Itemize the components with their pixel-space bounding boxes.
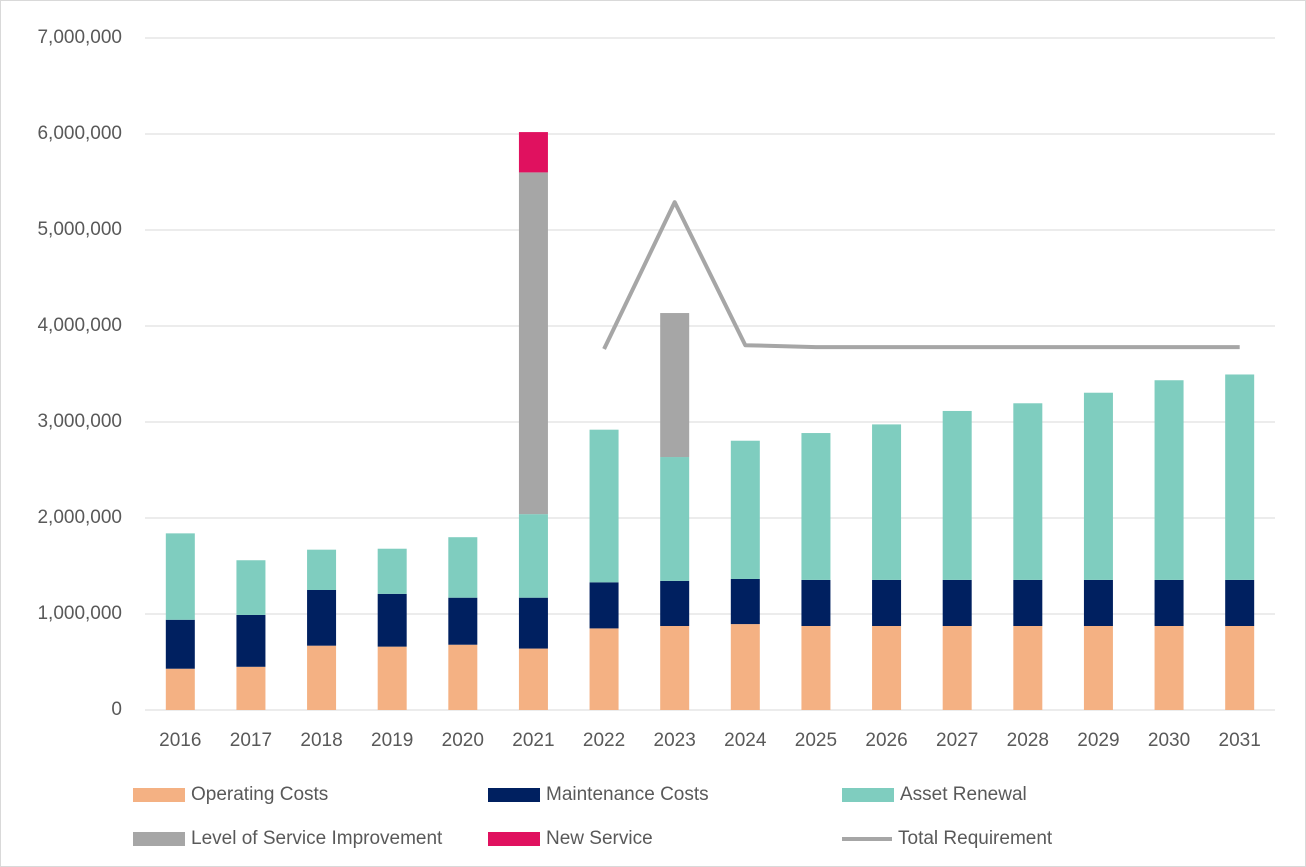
legend-swatch xyxy=(488,832,540,846)
bar-segment xyxy=(1225,626,1255,710)
x-tick-label: 2029 xyxy=(1077,730,1119,751)
x-tick-label: 2020 xyxy=(442,730,484,751)
bar-segment xyxy=(165,533,195,620)
legend-label: Total Requirement xyxy=(898,828,1053,849)
bar-segment xyxy=(236,614,266,667)
bar-segment xyxy=(236,560,266,615)
bar-segment xyxy=(589,429,619,583)
y-tick-label: 0 xyxy=(111,699,122,720)
bar-segment xyxy=(942,626,972,710)
bar-segment xyxy=(518,172,548,515)
bar-segment xyxy=(518,597,548,649)
x-tick-label: 2025 xyxy=(795,730,837,751)
bar-segment xyxy=(1083,392,1113,580)
bar-segment xyxy=(1013,403,1043,580)
x-tick-label: 2019 xyxy=(371,730,413,751)
bar-segment xyxy=(518,648,548,710)
bar-segment xyxy=(801,433,831,580)
bar-segment xyxy=(518,514,548,598)
bar-segment xyxy=(377,548,407,594)
bar-segment xyxy=(1083,626,1113,710)
x-tick-label: 2027 xyxy=(936,730,978,751)
bar-segment xyxy=(660,580,690,626)
bar-segment xyxy=(307,549,337,590)
bar-segment xyxy=(307,645,337,710)
x-tick-label: 2028 xyxy=(1007,730,1049,751)
bar-segment xyxy=(589,582,619,629)
legend-label: New Service xyxy=(546,828,653,849)
bar-segment xyxy=(1154,579,1184,626)
bar-segment xyxy=(801,579,831,626)
x-tick-label: 2017 xyxy=(230,730,272,751)
line-series xyxy=(602,200,1240,350)
legend-label: Maintenance Costs xyxy=(546,784,709,805)
bar-segment xyxy=(448,597,478,645)
x-tick-label: 2026 xyxy=(865,730,907,751)
bar-segment xyxy=(1225,579,1255,626)
bar-segment xyxy=(236,666,266,710)
legend-swatch xyxy=(842,788,894,802)
bar-segment xyxy=(1013,579,1043,626)
y-tick-label: 7,000,000 xyxy=(37,27,122,48)
y-tick-label: 3,000,000 xyxy=(37,411,122,432)
x-tick-label: 2016 xyxy=(159,730,201,751)
y-tick-label: 2,000,000 xyxy=(37,507,122,528)
bar-segment xyxy=(730,578,760,625)
bar-segment xyxy=(1154,380,1184,580)
legend-label: Level of Service Improvement xyxy=(191,828,443,849)
bar-segment xyxy=(872,626,902,710)
y-tick-label: 6,000,000 xyxy=(37,123,122,144)
bar-segment xyxy=(165,619,195,669)
bar-segment xyxy=(589,628,619,710)
bar-segment xyxy=(448,644,478,710)
legend-label: Operating Costs xyxy=(191,784,328,805)
x-tick-label: 2021 xyxy=(512,730,554,751)
x-tick-label: 2024 xyxy=(724,730,767,751)
legend-swatch xyxy=(133,788,185,802)
bar-segment xyxy=(1154,626,1184,710)
legend-swatch xyxy=(488,788,540,802)
bar-segment xyxy=(1083,579,1113,626)
bar-segment xyxy=(872,579,902,626)
x-tick-label: 2023 xyxy=(654,730,696,751)
bar-segment xyxy=(165,668,195,710)
bar-segment xyxy=(730,440,760,579)
bar-segment xyxy=(448,537,478,598)
bar-segment xyxy=(660,313,690,458)
x-tick-label: 2018 xyxy=(300,730,342,751)
y-tick-label: 4,000,000 xyxy=(37,315,122,336)
x-tick-label: 2030 xyxy=(1148,730,1190,751)
bar-segment xyxy=(872,424,902,580)
bar-segment xyxy=(730,624,760,710)
bar-segment xyxy=(377,593,407,647)
legend-swatch xyxy=(133,832,185,846)
bar-segment xyxy=(942,579,972,626)
y-tick-label: 1,000,000 xyxy=(37,603,122,624)
legend-label: Asset Renewal xyxy=(900,784,1027,805)
bar-segment xyxy=(660,457,690,581)
bar-segment xyxy=(518,132,548,173)
y-tick-label: 5,000,000 xyxy=(37,219,122,240)
bar-segment xyxy=(1013,626,1043,710)
bar-segment xyxy=(307,590,337,646)
bar-segment xyxy=(801,626,831,710)
x-tick-label: 2022 xyxy=(583,730,625,751)
bar-segment xyxy=(942,410,972,580)
bar-segment xyxy=(660,626,690,710)
bar-segment xyxy=(377,646,407,710)
bar-segment xyxy=(1225,374,1255,580)
x-tick-label: 2031 xyxy=(1219,730,1261,751)
